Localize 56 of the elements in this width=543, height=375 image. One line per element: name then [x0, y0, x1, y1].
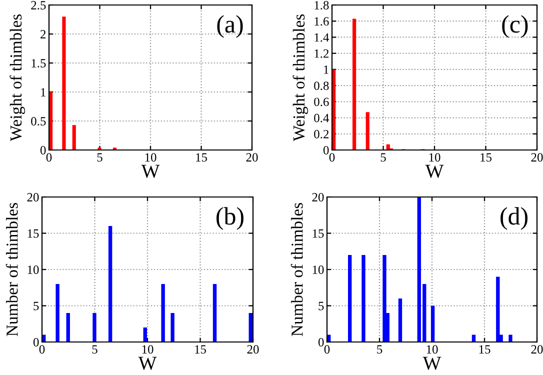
y-axis-title: Number of thimbles	[6, 202, 18, 336]
y-tick-label: 1	[41, 88, 46, 96]
y-tick-label: 20	[27, 193, 39, 202]
y-tick-label: 15	[28, 229, 39, 238]
y-tick-label: 10	[28, 266, 39, 274]
x-axis-title: W	[138, 356, 157, 370]
y-tick-label: 20	[312, 193, 324, 202]
x-tick-label: 10	[426, 345, 438, 354]
y-axis-title: Weight of thimbles	[292, 14, 308, 142]
x-tick-label: 5	[97, 153, 102, 162]
y-tick-label: 2	[40, 30, 46, 38]
y-tick-label: 1	[324, 66, 328, 74]
x-tick-label: 5	[377, 345, 382, 354]
y-tick-label: 15	[312, 229, 324, 238]
x-tick-label: 15	[196, 153, 208, 162]
x-tick-label: 5	[92, 345, 98, 354]
x-tick-label: 0	[46, 153, 52, 162]
y-tick-label: 10	[312, 266, 324, 274]
x-tick-label: 10	[142, 345, 154, 354]
x-tick-label: 15	[195, 345, 206, 354]
y-tick-label: 5	[318, 302, 324, 310]
y-tick-label: 0	[318, 338, 324, 346]
y-tick-label: 0.2	[314, 130, 329, 138]
y-tick-label: 1.2	[314, 49, 329, 58]
x-tick-label: 20	[247, 345, 259, 354]
annotation: (d)	[500, 207, 528, 230]
x-tick-label: 20	[246, 153, 258, 162]
x-axis-title: W	[422, 356, 442, 370]
x-tick-label: 0	[329, 153, 335, 162]
y-tick-label: 0	[323, 146, 329, 154]
y-tick-label: 0.6	[314, 98, 329, 106]
x-axis-title: W	[141, 164, 160, 178]
x-tick-label: 10	[145, 153, 156, 162]
y-tick-label: 1.8	[314, 1, 329, 10]
x-tick-label: 15	[479, 345, 490, 354]
annotation: (b)	[216, 207, 244, 230]
x-tick-label: 15	[480, 153, 492, 162]
y-axis-title: Number of thimbles	[290, 202, 303, 336]
y-tick-label: 5	[34, 302, 39, 310]
x-tick-label: 20	[531, 153, 543, 162]
x-tick-label: 10	[429, 153, 440, 162]
y-tick-label: 0.4	[314, 114, 330, 122]
y-tick-label: 1.6	[314, 17, 329, 26]
y-tick-label: 2.5	[31, 1, 46, 10]
y-tick-label: 1.5	[32, 59, 46, 68]
annotation: (c)	[502, 15, 528, 38]
y-tick-label: 1.4	[314, 33, 330, 42]
y-tick-label: 0.8	[314, 82, 329, 90]
y-tick-label: 0.5	[31, 117, 46, 126]
x-tick-label: 5	[380, 153, 386, 162]
x-tick-label: 20	[531, 345, 543, 354]
x-axis-title: W	[425, 164, 444, 178]
annotation: (a)	[217, 15, 243, 38]
y-axis-title: Weight of thimbles	[10, 14, 26, 142]
y-tick-label: 0	[40, 146, 46, 154]
y-tick-label: 0	[33, 338, 39, 346]
